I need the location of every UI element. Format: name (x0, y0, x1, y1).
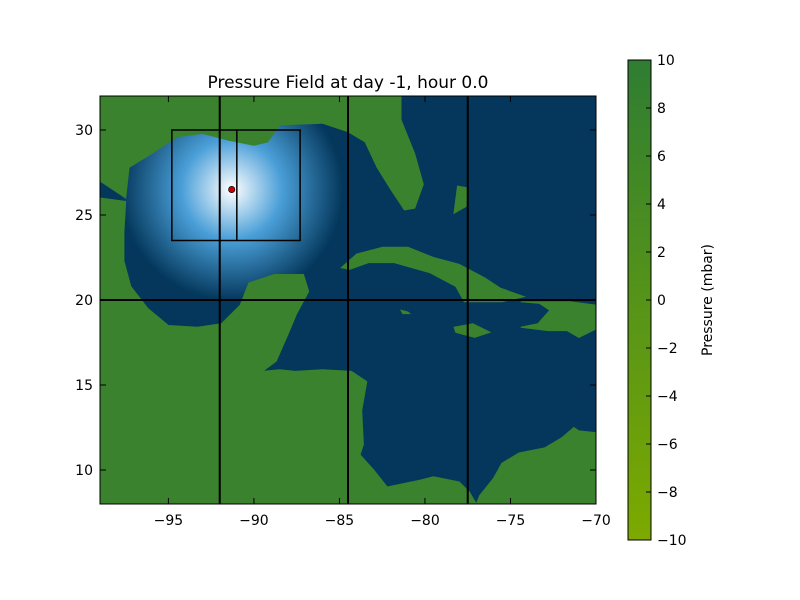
region-boxes (171, 129, 301, 242)
map-plot-area (100, 96, 596, 504)
pressure-low-field (120, 96, 343, 301)
y-tick-label: 10 (75, 463, 93, 479)
land-bahamas (453, 185, 469, 215)
land-mexico-central-america (100, 197, 477, 504)
land-hispaniola (520, 301, 596, 338)
land-puerto-rico (589, 323, 596, 328)
region-box (171, 129, 301, 242)
colorbar-tick-label: −8 (657, 485, 678, 501)
land-cayman (400, 309, 411, 315)
x-tick-label: −75 (496, 513, 526, 529)
land-south-america (475, 426, 596, 504)
land-layer (100, 96, 596, 504)
chart-title: Pressure Field at day -1, hour 0.0 (208, 73, 489, 93)
colorbar-tick-label: −2 (657, 341, 678, 357)
land-us-gulf-coast (100, 96, 424, 211)
land-cuba (340, 246, 526, 303)
colorbar-tick-label: 8 (657, 101, 666, 117)
storm-center-marker (228, 186, 236, 194)
colorbar-tick-label: −4 (657, 389, 678, 405)
colorbar-tick-label: 0 (657, 293, 666, 309)
x-tick-label: −85 (325, 513, 355, 529)
y-tick-label: 30 (75, 123, 93, 139)
y-tick-label: 25 (75, 208, 93, 224)
x-tick-label: −80 (410, 513, 440, 529)
colorbar-tick-label: 4 (657, 197, 666, 213)
x-tick-label: −95 (154, 513, 184, 529)
colorbar-ticks: 10 8 6 4 2 0 −2 −4 −6 −8 −10 (646, 53, 687, 549)
colorbar-label: Pressure (mbar) (700, 244, 716, 356)
colorbar-tick-label: −6 (657, 437, 678, 453)
colorbar-tick-label: 2 (657, 245, 666, 261)
colorbar: 10 8 6 4 2 0 −2 −4 −6 −8 −10 Pressure (mbar) (627, 53, 716, 549)
land-jamaica (453, 323, 492, 338)
x-tick-label: −90 (239, 513, 269, 529)
colorbar-tick-label: 6 (657, 149, 666, 165)
x-axis: −95 −90 −85 −80 −75 −70 (154, 96, 611, 529)
y-tick-label: 20 (75, 293, 93, 309)
y-tick-label: 15 (75, 378, 93, 394)
colorbar-tick-label: 10 (657, 53, 675, 69)
x-tick-label: −70 (581, 513, 611, 529)
grid-lines (100, 96, 596, 504)
y-axis: 10 15 20 25 30 (75, 123, 596, 479)
colorbar-tick-label: −10 (657, 533, 687, 549)
